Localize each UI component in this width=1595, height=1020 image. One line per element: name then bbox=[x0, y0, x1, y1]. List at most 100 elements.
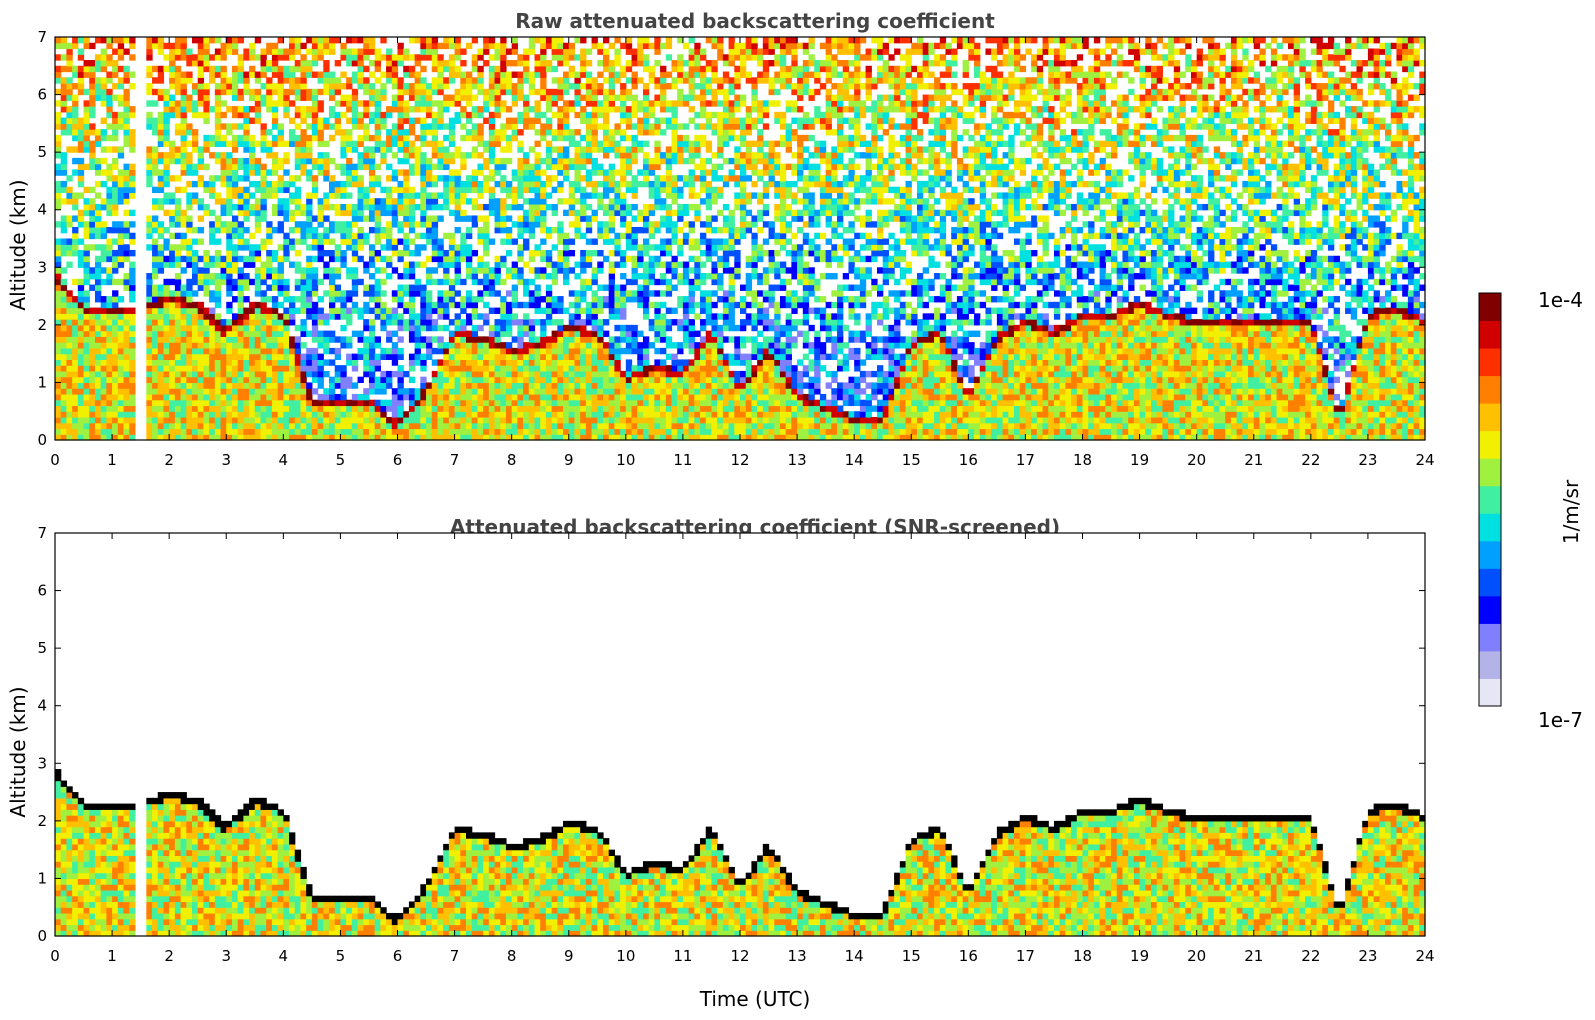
heatmap-cell bbox=[94, 209, 102, 217]
heatmap-cell bbox=[271, 405, 279, 412]
heatmap-cell bbox=[100, 376, 107, 384]
heatmap-cell bbox=[197, 175, 205, 182]
heatmap-cell bbox=[454, 324, 461, 332]
heatmap-cell bbox=[545, 319, 553, 326]
heatmap-cell bbox=[414, 405, 421, 412]
heatmap-cell bbox=[431, 180, 439, 188]
heatmap-cell bbox=[197, 313, 205, 320]
heatmap-cell bbox=[203, 255, 210, 263]
heatmap-cell bbox=[460, 71, 467, 78]
heatmap-cell bbox=[517, 342, 524, 349]
heatmap-cell bbox=[123, 221, 130, 228]
heatmap-cell bbox=[72, 71, 79, 78]
heatmap-cell bbox=[551, 365, 558, 372]
heatmap-cell bbox=[317, 37, 324, 44]
heatmap-cell bbox=[454, 71, 461, 78]
heatmap-cell bbox=[214, 365, 222, 372]
heatmap-cell bbox=[545, 123, 553, 130]
heatmap-cell bbox=[169, 157, 176, 165]
heatmap-cell bbox=[123, 278, 130, 286]
heatmap-cell bbox=[334, 100, 342, 107]
heatmap-cell bbox=[254, 106, 262, 113]
heatmap-cell bbox=[380, 198, 387, 205]
heatmap-cell bbox=[163, 198, 170, 205]
heatmap-cell bbox=[89, 111, 96, 119]
heatmap-cell bbox=[100, 65, 107, 73]
heatmap-cell bbox=[540, 60, 547, 67]
heatmap-cell bbox=[414, 60, 421, 67]
heatmap-cell bbox=[266, 267, 273, 274]
heatmap-cell bbox=[557, 117, 564, 124]
heatmap-cell bbox=[283, 324, 290, 332]
heatmap-cell bbox=[591, 434, 598, 441]
heatmap-cell bbox=[83, 313, 90, 320]
heatmap-cell bbox=[431, 175, 439, 182]
heatmap-cell bbox=[311, 244, 319, 251]
heatmap-cell bbox=[226, 278, 233, 286]
heatmap-cell bbox=[466, 405, 473, 412]
heatmap-cell bbox=[597, 370, 604, 378]
heatmap-cell bbox=[580, 65, 587, 73]
heatmap-cell bbox=[106, 342, 113, 349]
heatmap-cell bbox=[368, 261, 376, 268]
heatmap-cell bbox=[226, 106, 233, 113]
heatmap-cell bbox=[505, 370, 513, 378]
heatmap-cell bbox=[209, 180, 216, 188]
heatmap-cell bbox=[123, 100, 130, 107]
heatmap-cell bbox=[197, 319, 205, 326]
heatmap-cell bbox=[77, 399, 85, 407]
heatmap-cell bbox=[271, 65, 279, 73]
heatmap-cell bbox=[448, 152, 456, 159]
heatmap-cell bbox=[306, 255, 313, 263]
heatmap-cell bbox=[483, 100, 490, 107]
heatmap-cell bbox=[294, 152, 302, 159]
heatmap-cell bbox=[363, 324, 370, 332]
heatmap-cell bbox=[237, 71, 244, 78]
heatmap-cell bbox=[60, 382, 68, 389]
heatmap-cell bbox=[249, 336, 256, 343]
heatmap-cell bbox=[277, 353, 284, 360]
heatmap-cell bbox=[397, 347, 404, 355]
heatmap-cell bbox=[557, 301, 564, 309]
heatmap-cell bbox=[106, 123, 113, 130]
heatmap-cell bbox=[197, 180, 205, 188]
heatmap-cell bbox=[66, 324, 73, 332]
heatmap-cell bbox=[106, 100, 113, 107]
heatmap-cell bbox=[214, 198, 222, 205]
heatmap-cell bbox=[55, 203, 62, 211]
heatmap-cell bbox=[203, 146, 210, 153]
heatmap-cell bbox=[83, 88, 90, 96]
heatmap-cell bbox=[192, 405, 199, 412]
heatmap-cell bbox=[374, 290, 381, 297]
heatmap-cell bbox=[289, 244, 296, 251]
heatmap-cell bbox=[254, 359, 262, 366]
heatmap-cell bbox=[414, 416, 421, 424]
heatmap-cell bbox=[77, 88, 85, 96]
heatmap-cell bbox=[157, 152, 165, 159]
heatmap-cell bbox=[260, 238, 267, 245]
heatmap-cell bbox=[72, 405, 79, 412]
heatmap-cell bbox=[574, 180, 581, 188]
heatmap-cell bbox=[266, 405, 273, 412]
heatmap-cell bbox=[117, 146, 125, 153]
heatmap-cell bbox=[454, 203, 461, 211]
heatmap-cell bbox=[585, 123, 593, 130]
heatmap-cell bbox=[374, 284, 381, 291]
heatmap-cell bbox=[329, 77, 336, 84]
heatmap-cell bbox=[408, 88, 416, 96]
heatmap-cell bbox=[517, 111, 524, 119]
heatmap-cell bbox=[380, 88, 387, 96]
heatmap-cell bbox=[540, 365, 547, 372]
heatmap-cell bbox=[231, 134, 239, 142]
heatmap-cell bbox=[597, 353, 604, 360]
heatmap-cell bbox=[129, 353, 136, 360]
heatmap-cell bbox=[220, 428, 227, 435]
heatmap-cell bbox=[77, 353, 85, 360]
heatmap-cell bbox=[517, 175, 524, 182]
heatmap-cell bbox=[545, 60, 553, 67]
heatmap-cell bbox=[483, 319, 490, 326]
heatmap-cell bbox=[386, 307, 393, 314]
heatmap-cell bbox=[357, 416, 364, 424]
heatmap-cell bbox=[89, 347, 96, 355]
heatmap-cell bbox=[89, 106, 96, 113]
